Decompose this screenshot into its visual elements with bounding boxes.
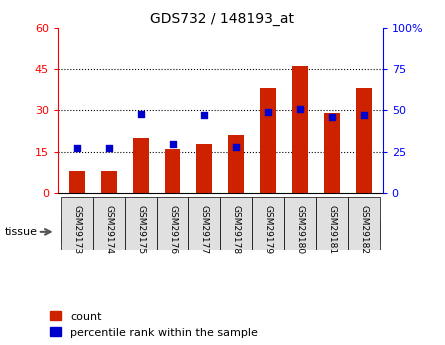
Legend: count, percentile rank within the sample: count, percentile rank within the sample xyxy=(50,311,258,338)
Bar xyxy=(196,144,212,193)
Text: GSM29173: GSM29173 xyxy=(73,205,81,254)
Text: GSM29182: GSM29182 xyxy=(359,205,368,254)
Text: tissue: tissue xyxy=(4,227,37,237)
FancyBboxPatch shape xyxy=(125,197,157,250)
Text: GSM29181: GSM29181 xyxy=(327,205,336,254)
Bar xyxy=(292,66,308,193)
Text: Malpighian tubule: Malpighian tubule xyxy=(90,226,191,236)
Text: GSM29176: GSM29176 xyxy=(168,205,177,254)
FancyBboxPatch shape xyxy=(252,197,284,250)
FancyBboxPatch shape xyxy=(157,197,188,250)
Bar xyxy=(260,88,276,193)
Point xyxy=(105,146,113,151)
FancyBboxPatch shape xyxy=(348,197,380,250)
Bar xyxy=(133,138,149,193)
Point xyxy=(137,111,144,117)
Point xyxy=(73,146,81,151)
FancyBboxPatch shape xyxy=(93,197,125,250)
Bar xyxy=(324,113,340,193)
Text: GDS732 / 148193_at: GDS732 / 148193_at xyxy=(150,12,295,26)
Point xyxy=(233,144,240,150)
FancyBboxPatch shape xyxy=(188,197,220,250)
Bar xyxy=(356,88,372,193)
FancyBboxPatch shape xyxy=(220,197,252,250)
FancyBboxPatch shape xyxy=(284,197,316,250)
Bar xyxy=(69,171,85,193)
Text: GSM29179: GSM29179 xyxy=(263,205,272,254)
Text: GSM29180: GSM29180 xyxy=(295,205,304,254)
Bar xyxy=(165,149,181,193)
Point xyxy=(296,106,303,111)
Point xyxy=(201,112,208,118)
Point xyxy=(360,112,367,118)
Point xyxy=(169,141,176,146)
Text: GSM29174: GSM29174 xyxy=(104,205,113,254)
Text: GSM29178: GSM29178 xyxy=(232,205,241,254)
Text: GSM29175: GSM29175 xyxy=(136,205,145,254)
Point xyxy=(264,109,271,115)
FancyBboxPatch shape xyxy=(220,220,380,242)
FancyBboxPatch shape xyxy=(61,197,93,250)
Point xyxy=(328,114,335,120)
FancyBboxPatch shape xyxy=(316,197,348,250)
FancyBboxPatch shape xyxy=(61,220,220,242)
Bar xyxy=(101,171,117,193)
Text: whole organism: whole organism xyxy=(255,226,344,236)
Text: GSM29177: GSM29177 xyxy=(200,205,209,254)
Bar xyxy=(228,135,244,193)
